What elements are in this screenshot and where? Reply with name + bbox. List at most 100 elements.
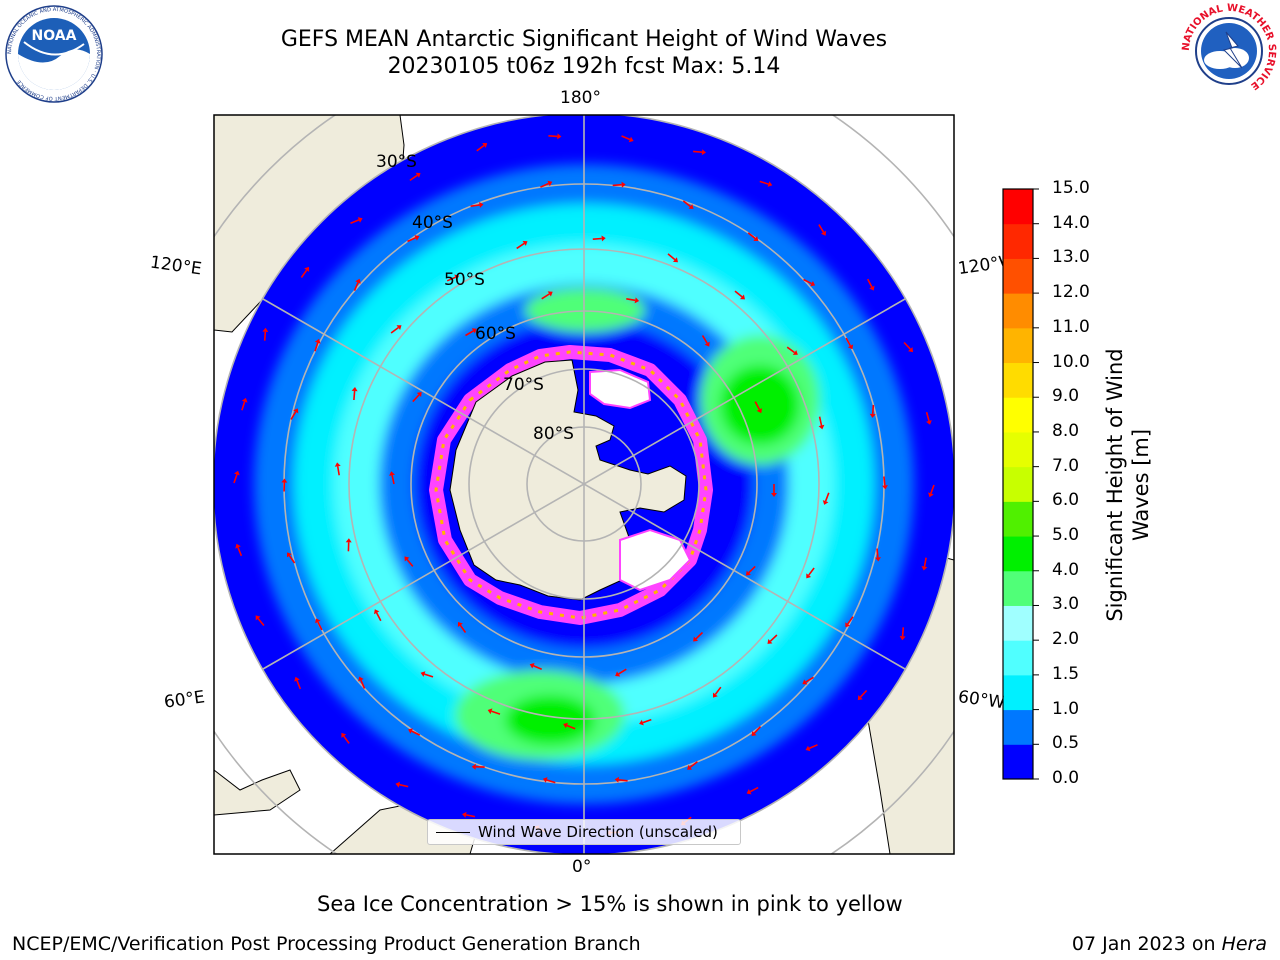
- lat-label-60s: 60°S: [475, 324, 516, 344]
- wave-arrow-shaft: [516, 242, 525, 250]
- wave-arrow-head: [771, 493, 777, 497]
- wave-arrow-shaft: [257, 617, 265, 627]
- wave-arrow-shaft: [459, 624, 467, 633]
- wave-arrow-shaft: [786, 346, 795, 354]
- wave-arrow-shaft: [390, 326, 399, 334]
- wave-arrow-head: [818, 424, 825, 430]
- wave-arrow-head: [487, 708, 493, 715]
- wave-arrow-shaft: [901, 627, 905, 637]
- wave-arrow-shaft: [353, 390, 356, 401]
- wave-arrow-shaft: [805, 676, 814, 683]
- colorbar-swatch: [1003, 570, 1033, 606]
- wave-arrow-head: [351, 387, 358, 392]
- lat-label-50s: 50°S: [444, 270, 485, 290]
- wave-arrow-head: [358, 676, 364, 682]
- wave-arrow-shaft: [695, 631, 704, 640]
- wave-arrow-shaft: [747, 232, 756, 240]
- lat-label-30s: 30°S: [376, 152, 417, 172]
- wave-arrow-shaft: [693, 150, 703, 153]
- date-text: 07 Jan 2023 on: [1071, 933, 1222, 955]
- wave-arrow-shaft: [470, 204, 480, 207]
- wave-arrow-shaft: [824, 492, 830, 502]
- wave-arrow-head: [395, 781, 400, 788]
- wave-arrow-shaft: [847, 616, 854, 625]
- wave-arrow-shaft: [592, 237, 602, 240]
- wave-arrow-head: [357, 217, 363, 223]
- wave-arrow-head: [294, 676, 300, 682]
- wave-arrow-shaft: [667, 253, 676, 261]
- wave-arrow-shaft: [876, 548, 879, 558]
- wave-arrow-shaft: [734, 290, 743, 298]
- wave-arrow-shaft: [903, 341, 911, 350]
- wave-arrow-head: [740, 294, 745, 300]
- wave-arrow-shaft: [360, 679, 366, 689]
- lon-label-180: 180°: [560, 88, 601, 108]
- wave-arrow-shaft: [871, 404, 875, 414]
- wave-arrow-head: [374, 609, 380, 615]
- wave-arrow-head: [673, 257, 678, 263]
- wave-arrow-head: [687, 764, 693, 770]
- wave-arrow-shaft: [233, 474, 238, 484]
- colorbar-label-line2: Waves [m]: [1129, 428, 1153, 542]
- colorbar-label-line1: Significant Height of Wind: [1103, 348, 1127, 622]
- wave-arrow-shaft: [336, 466, 340, 476]
- wave-arrow-head: [704, 341, 710, 347]
- wave-arrow-head: [235, 543, 241, 549]
- wave-arrow-shaft: [343, 735, 350, 744]
- colorbar-tick-label: 10.0: [1052, 351, 1090, 372]
- colorbar-swatch: [1003, 293, 1033, 329]
- lat-label-70s: 70°S: [503, 375, 544, 395]
- wave-arrow-shaft: [808, 567, 815, 576]
- wave-arrow-head: [745, 570, 751, 576]
- wave-arrow-shaft: [353, 282, 359, 292]
- wave-arrow-shaft: [642, 718, 652, 724]
- wave-arrow-head: [522, 240, 528, 246]
- nws-logo: NATIONAL WEATHER SERVICE: [1181, 3, 1277, 98]
- colorbar-tick-label: 13.0: [1052, 247, 1090, 268]
- wave-arrow-shaft: [753, 726, 762, 734]
- wave-arrow-head: [634, 297, 640, 304]
- wave-arrow-head: [928, 492, 934, 498]
- wave-arrow-shaft: [237, 547, 243, 557]
- wave-arrow-head: [234, 470, 240, 476]
- colorbar-tick-label: 0.0: [1052, 768, 1080, 788]
- colorbar-tick-label: 7.0: [1052, 455, 1080, 476]
- wave-arrow-shaft: [566, 724, 576, 730]
- wave-arrow-head: [315, 618, 321, 624]
- wave-arrow-shaft: [759, 180, 769, 185]
- wave-arrow-head: [314, 338, 321, 344]
- wave-arrow-head: [810, 281, 816, 287]
- colorbar-tick-label: 9.0: [1052, 386, 1080, 407]
- colorbar-frame: [1002, 188, 1034, 780]
- wave-arrow-shaft: [930, 484, 935, 494]
- wave-arrow-head: [746, 789, 752, 795]
- wave-arrow-head: [869, 285, 875, 291]
- wave-arrow-head: [821, 230, 827, 236]
- wave-arrow-shaft: [769, 634, 778, 642]
- wave-arrow-head: [601, 235, 606, 242]
- wave-arrow-shaft: [314, 342, 319, 352]
- wave-arrow-head: [529, 663, 535, 669]
- wave-arrow-shaft: [612, 183, 622, 187]
- colorbar-swatch: [1003, 258, 1033, 294]
- wave-arrow-head: [420, 671, 426, 677]
- colorbar-tick-label: 1.0: [1052, 698, 1080, 719]
- wave-arrow-head: [628, 136, 634, 143]
- legend-label: Wind Wave Direction (unscaled): [478, 823, 718, 841]
- wave-arrow-shaft: [406, 558, 414, 567]
- wave-arrow-head: [882, 485, 888, 490]
- wave-arrow-shaft: [409, 174, 418, 182]
- wave-arrow-head: [792, 350, 798, 355]
- colorbar-swatch: [1003, 223, 1033, 259]
- wave-arrow-head: [822, 500, 829, 505]
- colorbar-tick-label: 1.5: [1052, 663, 1080, 684]
- wave-arrow-shaft: [263, 331, 267, 341]
- wave-arrow-shaft: [866, 278, 873, 288]
- wave-arrow-shaft: [682, 200, 691, 208]
- wave-arrow-head: [806, 573, 812, 579]
- wave-arrow-shaft: [541, 293, 550, 300]
- wave-arrow-shaft: [407, 237, 417, 243]
- wave-arrow-shaft: [296, 680, 302, 690]
- wave-arrow-shaft: [754, 401, 761, 410]
